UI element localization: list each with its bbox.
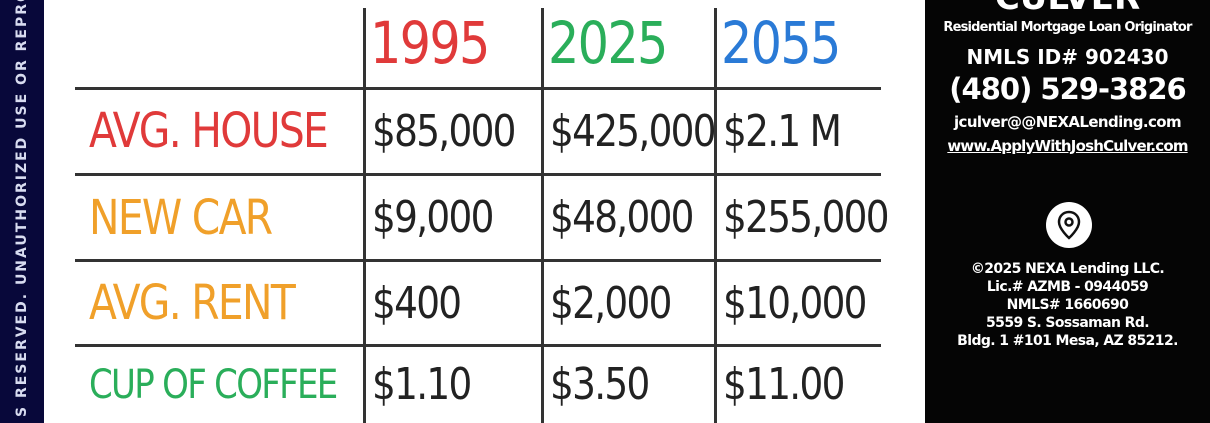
company-nmls: NMLS# 1660690 — [1006, 297, 1129, 313]
copyright-strip: S RESERVED. UNAUTHORIZED USE OR REPRO — [0, 0, 44, 423]
email-link[interactable]: jculver@@NEXALending.com — [953, 113, 1182, 131]
price-cell: $10,000 — [723, 277, 867, 329]
price-cell: $255,000 — [723, 192, 890, 243]
price-cell: $1.10 — [372, 359, 472, 410]
license: Lic.# AZMB - 0944059 — [986, 279, 1149, 295]
nmls-id: NMLS ID# 902430 — [966, 45, 1169, 69]
address-line-1: 5559 S. Sossaman Rd. — [986, 315, 1150, 331]
year-header: 1995 — [370, 8, 490, 77]
company: ©2025 NEXA Lending LLC. — [970, 261, 1165, 277]
price-cell: $11.00 — [723, 359, 845, 410]
year-header: 2055 — [721, 8, 841, 77]
phone: (480) 529-3826 — [949, 72, 1186, 106]
year-header: 2025 — [548, 8, 668, 77]
address-line-2: Bldg. 1 #101 Mesa, AZ 85212. — [957, 333, 1178, 349]
price-cell: $9,000 — [372, 192, 494, 243]
contact-panel: CULVER Residential Mortgage Loan Origina… — [925, 0, 1210, 423]
price-cell: $3.50 — [550, 359, 650, 410]
name: CULVER — [925, 0, 1210, 18]
row-label: NEW CAR — [89, 189, 273, 246]
row-label: CUP OF COFFEE — [89, 361, 338, 408]
price-cell: $400 — [372, 277, 462, 329]
row-label: AVG. RENT — [89, 275, 296, 331]
price-cell: $425,000 — [550, 105, 717, 157]
copyright-notice: S RESERVED. UNAUTHORIZED USE OR REPRO — [14, 0, 30, 417]
location-pin-icon — [1046, 202, 1092, 248]
website-link[interactable]: www.ApplyWithJoshCulver.com — [947, 137, 1188, 155]
row-label: AVG. HOUSE — [89, 103, 329, 159]
price-cell: $2.1 M — [723, 105, 842, 157]
price-cell: $48,000 — [550, 192, 694, 243]
job-title: Residential Mortgage Loan Originator — [943, 20, 1192, 35]
price-cell: $2,000 — [550, 277, 672, 329]
price-cell: $85,000 — [372, 105, 516, 157]
